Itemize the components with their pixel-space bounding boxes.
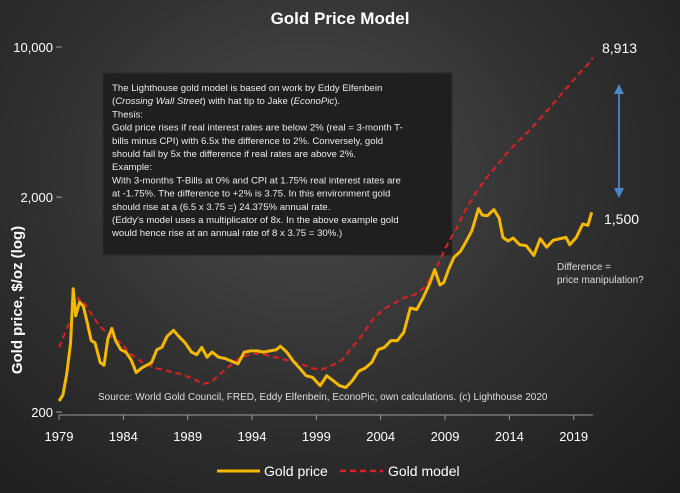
gold-price-end-label: 1,500 [604,211,639,227]
y-axis-label: Gold price, $/oz (log) [9,226,26,374]
x-tick-label: 2004 [366,429,395,444]
model-description-box [102,72,453,256]
legend-label-gold-model: Gold model [388,463,460,479]
difference-arrow [614,84,624,198]
x-tick-label: 2019 [559,429,588,444]
box-line: bills minus CPI) with 6.5x the differenc… [112,136,383,147]
model-description-text: The Lighthouse gold model is based on wo… [111,83,403,239]
x-tick-label: 2009 [431,429,460,444]
x-tick-label: 1994 [238,429,267,444]
chart-title: Gold Price Model [271,9,410,28]
source-note: Source: World Gold Council, FRED, Eddy E… [98,392,548,403]
gold-price-line [57,207,594,402]
y-axis-ticks: 200 2,000 10,000 [13,40,62,420]
box-line: Example: [112,162,152,173]
box-line: should rise at a (6.5 x 3.75 =) 24.375% … [112,202,330,213]
gold-model-line [58,57,594,386]
y-tick-label: 10,000 [13,40,53,55]
x-tick-label: 1984 [109,429,138,444]
box-line: should fall by 5x the difference if real… [112,149,356,160]
y-tick-label: 2,000 [20,190,53,205]
box-line: The Lighthouse gold model is based on wo… [112,83,382,94]
x-tick-label: 1979 [45,429,74,444]
box-line: Gold price rises if real interest rates … [112,123,403,134]
box-line: would hence rise at an annual rate of 8 … [111,228,342,239]
x-tick-label: 1999 [302,429,331,444]
difference-note-line-1: Difference = [557,262,611,273]
box-line: at -1.75%. The difference to +2% is 3.75… [112,189,390,200]
x-tick-label: 1989 [173,429,202,444]
legend: Gold price Gold model [217,463,460,479]
y-tick-label: 200 [31,405,53,420]
difference-note-line-2: price manipulation? [557,275,644,286]
gold-model-end-label: 8,913 [602,40,637,56]
box-line: Thesis: [112,109,143,120]
box-line: (Crossing Wall Street) with hat tip to J… [112,96,340,107]
box-line: With 3-months T-Bills at 0% and CPI at 1… [112,175,401,186]
x-tick-label: 2014 [495,429,524,444]
legend-label-gold-price: Gold price [264,463,328,479]
x-axis-ticks: 1979 1984 1989 1994 1999 2004 2009 2014 2019 [45,415,588,444]
box-line: (Eddy's model uses a multiplicator of 8x… [112,215,399,226]
